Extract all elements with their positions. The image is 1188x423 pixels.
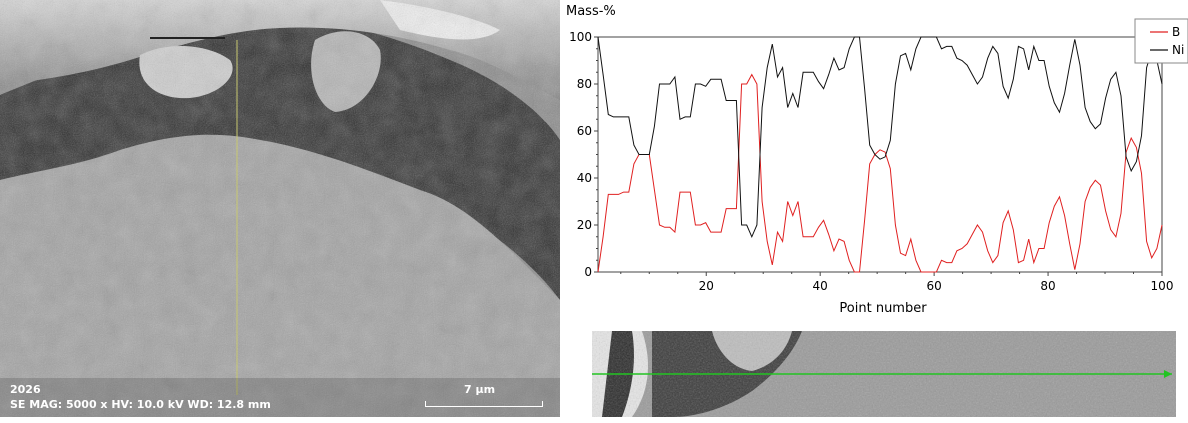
y-tick-label: 80 — [577, 77, 592, 91]
x-tick-label: 100 — [1151, 279, 1174, 293]
legend-label-ni: Ni — [1172, 43, 1184, 57]
line-scan-chart: 0 20 40 60 80 100 20 40 60 80 100 B Ni Mass-% Poin… — [560, 0, 1188, 320]
chart-svg: 0 20 40 60 80 100 20 40 60 80 100 B Ni Mass-% Poin… — [566, 4, 1188, 316]
x-tick-label: 40 — [813, 279, 828, 293]
y-tick-label: 40 — [577, 171, 592, 185]
legend-label-b: B — [1172, 25, 1180, 39]
y-tick-label: 0 — [584, 265, 592, 279]
y-tick-label: 20 — [577, 218, 592, 232]
scale-bar-label: 7 µm — [464, 383, 496, 396]
x-axis-title: Point number — [839, 301, 927, 316]
sem-image: 2026 SE MAG: 5000 x HV: 10.0 kV WD: 12.8… — [0, 0, 560, 417]
scale-bar — [425, 401, 543, 407]
plot-frame — [597, 36, 1163, 273]
strip-micrograph — [592, 331, 1176, 417]
x-tick-label: 80 — [1040, 279, 1055, 293]
y-axis-title: Mass-% — [566, 4, 616, 19]
sem-micrograph — [0, 0, 560, 417]
y-tick-label: 100 — [569, 30, 592, 44]
series-line-b — [597, 73, 1163, 273]
legend-box — [1134, 18, 1188, 64]
y-tick-label: 60 — [577, 124, 592, 138]
sem-parameters: SE MAG: 5000 x HV: 10.0 kV WD: 12.8 mm — [10, 398, 271, 411]
x-tick-label: 20 — [699, 279, 714, 293]
x-tick-label: 60 — [926, 279, 941, 293]
series-line-ni — [597, 36, 1163, 239]
axes: 0 20 40 60 80 100 20 40 60 80 100 — [569, 30, 1173, 293]
sem-image-id: 2026 — [10, 383, 41, 396]
series-layer — [597, 36, 1163, 273]
line-scan-strip-image — [592, 331, 1176, 417]
scan-arrow-icon — [1164, 370, 1172, 378]
legend: B Ni — [1134, 18, 1188, 64]
